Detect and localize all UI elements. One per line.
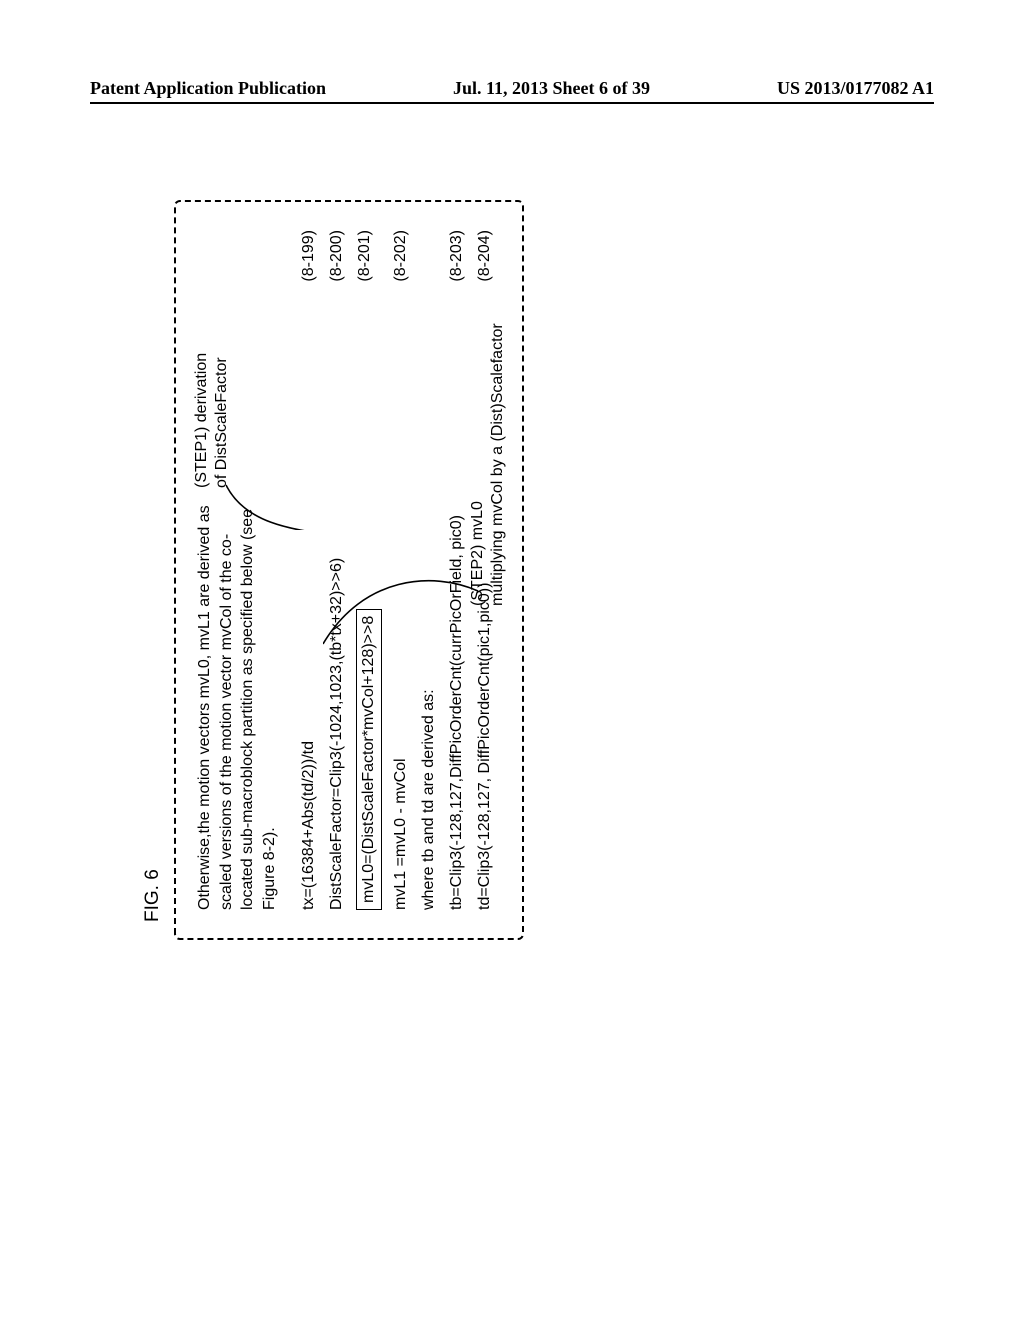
figure-intro: Otherwise,the motion vectors mvL0, mvL1 … [194,490,280,910]
page-header: Patent Application Publication Jul. 11, … [0,78,1024,99]
equation-formula: tx=(16384+Abs(td/2))/td [300,298,318,910]
callout-curve-icon [323,526,483,646]
figure-6: FIG. 6 Otherwise,the motion vectors mvL0… [142,200,882,940]
figure-label: FIG. 6 [142,200,164,922]
annotation-step2: (STEP2) mvL0 multiplying mvCol by a (Dis… [468,246,508,606]
equation-ref: (8-203) [448,230,466,282]
equation-row: tx=(16384+Abs(td/2))/td (8-199) [300,230,318,910]
equation-ref: (8-200) [328,230,346,282]
equation-ref: (8-199) [300,230,318,282]
figure-body: Otherwise,the motion vectors mvL0, mvL1 … [174,200,524,940]
header-right: US 2013/0177082 A1 [777,78,934,99]
header-center: Jul. 11, 2013 Sheet 6 of 39 [453,78,650,99]
annotation-step1: (STEP1) derivation of DistScaleFactor [192,278,232,488]
equation-ref: (8-202) [392,230,410,282]
annotation-line: multiplying mvCol by a (Dist)Scalefactor [488,246,508,606]
callout-curve-icon [226,450,336,530]
header-left: Patent Application Publication [90,78,326,99]
annotation-line: (STEP1) derivation [192,278,212,488]
equation-ref: (8-201) [356,230,374,282]
header-rule [90,102,934,104]
boxed-formula: mvL0=(DistScaleFactor*mvCol+128)>>8 [356,609,382,910]
